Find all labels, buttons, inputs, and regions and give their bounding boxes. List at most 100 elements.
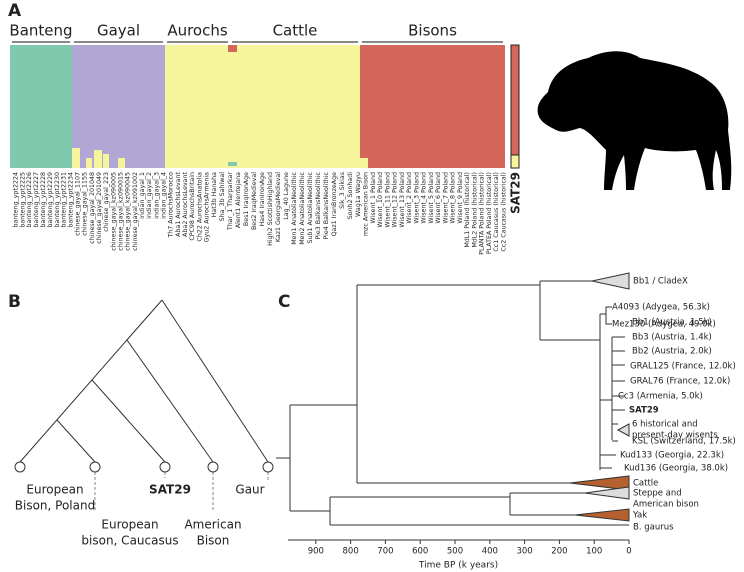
leaf-label: Bison, Poland <box>15 499 95 513</box>
leaf-label: GRAL125 (France, 12.0k) <box>630 362 736 372</box>
sample-label: Cc1 Caucasus (historical) <box>493 172 500 252</box>
sample-label: Aba2 AurochsLevant <box>182 171 189 236</box>
bison-silhouette <box>537 51 732 190</box>
panel-label: A <box>8 1 22 21</box>
sample-label: Wisent_11 Poland <box>384 172 391 228</box>
sample-label: Men2 AnatoliaNeolithic <box>299 171 306 244</box>
sample-label: Hat3b Hanaha <box>211 172 218 218</box>
x-tick-label: 800 <box>343 547 359 557</box>
leaf-label: Cc3 (Armenia, 5.0k) <box>618 392 703 402</box>
sample-label: chinese_gayal_kz090005 <box>110 172 117 251</box>
group-label: Cattle <box>273 22 318 40</box>
sample-label: indian_gayal_1 <box>139 172 146 219</box>
time-tree <box>276 272 630 526</box>
leaf-label: SAT29 <box>629 406 659 416</box>
leaf-label: 6 historical and <box>632 420 698 430</box>
sample-label: Sub1 AnatoliaNeolithic <box>307 171 314 243</box>
sample-label: banteng_ypt2225 <box>19 172 26 228</box>
sample-label: Wisent_13 Poland <box>399 172 406 228</box>
sample-label: indian_gayal_3 <box>153 172 160 219</box>
sample-label: Wisent_7 Poland <box>442 172 449 224</box>
leaf-label: European <box>101 518 158 532</box>
x-tick-label: 400 <box>482 547 498 557</box>
sample-label: chinese_gayal_201048 <box>89 172 96 244</box>
x-tick-label: 700 <box>377 547 393 557</box>
sample-label: banteng_ypt2228 <box>40 172 47 228</box>
x-tick-label: 900 <box>308 547 324 557</box>
sample-label: Wisent_9 Poland <box>457 172 464 224</box>
x-tick-label: 300 <box>516 547 532 557</box>
leaf-label: Bb3 (Austria, 1.4k) <box>632 333 712 343</box>
sample-label: chinese_gayal_1107 <box>75 172 82 236</box>
sample-label: Thar_1 Tharparkar <box>227 172 234 232</box>
sample-label: banteng_ypt2227 <box>33 172 40 228</box>
x-axis-title: Time BP (k years) <box>418 561 498 571</box>
panel-label: B <box>8 292 21 312</box>
sample-label: Wag1a Wagyu <box>355 172 362 217</box>
sample-label: Kaz1 GeorgiaMedieval <box>275 172 282 242</box>
sample-label: CPC98 AurochsBritain <box>189 172 196 241</box>
sample-label: Gyu2 AurochsArmenia <box>203 172 210 242</box>
leaf-label: Steppe and <box>633 489 682 499</box>
admixture-bars <box>10 44 520 169</box>
sample-label: chinese_gayal_201049 <box>96 172 103 244</box>
sample-label: banteng_ypt2229 <box>47 172 54 228</box>
sample-label: banteng_ypt2226 <box>26 172 33 228</box>
sample-label: Sha_3b Sahiwal <box>219 172 226 222</box>
x-tick-label: 600 <box>412 547 428 557</box>
sample-label: Wisent_5 Poland <box>428 172 435 224</box>
leaf-label: bison, Caucasus <box>81 534 178 548</box>
group-label: Aurochs <box>167 22 228 40</box>
sample-label: banteng_ypt2230 <box>54 172 61 228</box>
sample-label: chinese_gayal_kz090015 <box>118 172 125 251</box>
sample-label: chinese_gayal_kz091002 <box>132 172 139 251</box>
x-tick-label: 200 <box>551 547 567 557</box>
sample-label: Wisent_4 Poland <box>421 172 428 224</box>
sample-label: chinese_gayal_kz090045 <box>125 172 132 251</box>
leaf-label: European <box>26 483 83 497</box>
sample-label: indian_gayal_2 <box>146 172 153 219</box>
sample-label: Sik_3 Sikias <box>339 172 346 209</box>
cladogram <box>14 299 274 510</box>
leaf-label: Yak <box>632 511 647 521</box>
sample-label: Pie4 BalkansNeolithic <box>323 171 330 239</box>
sample-label: Wisent_2 Poland <box>406 172 413 224</box>
leaf-label: Mez130 (Adygea, 49.0k) <box>612 320 716 330</box>
leaf-label: American <box>184 518 241 532</box>
sat29-label: SAT29 <box>509 172 523 214</box>
sample-label: PLANTA Poland (historical) <box>479 172 486 255</box>
sample-label: MdL1 Poland (historical) <box>464 172 471 248</box>
x-tick-label: 500 <box>447 547 463 557</box>
sample-label: Wisent_3 Poland <box>413 172 420 224</box>
sample-label: PLATEA Poland (historical) <box>486 172 493 254</box>
sample-label: Wisent_10 Poland <box>377 172 384 228</box>
sample-label: Ch22 AurochsAnatolia <box>196 172 203 242</box>
leaf-label: B. gaurus <box>633 523 674 533</box>
leaf-label: present-day wisents <box>632 431 718 441</box>
sample-label: Sonh2 Sonhadi <box>347 172 354 220</box>
sample-label: Wisent_1 Poland <box>370 172 377 224</box>
leaf-label: SAT29 <box>149 483 191 497</box>
sample-label: Qaz1 IranBronzeAge <box>331 172 338 237</box>
group-label: Bisons <box>408 22 457 40</box>
sample-label: Men1 AnatoliaNeolithic <box>291 171 298 244</box>
x-tick-label: 100 <box>586 547 602 557</box>
leaf-label: American bison <box>633 500 699 510</box>
sample-label: banteng_ypt2231 <box>61 172 68 228</box>
leaf-label: A4093 (Adygea, 56.3k) <box>612 303 710 313</box>
leaf-label: Bb1 (Austria, 1.5k) <box>632 318 712 328</box>
sample-label: mzc American Bison <box>363 172 370 236</box>
sample-label: Wisent_6 Poland <box>435 172 442 224</box>
group-label: Gayal <box>97 22 140 40</box>
sample-label: Bes2 IraqMedieval <box>251 172 258 230</box>
leaf-label: Kud136 (Georgia, 38.0k) <box>624 464 728 474</box>
sample-label: Th7 AurochsMorocco <box>168 172 175 239</box>
sample-label: banteng_ypt2224 <box>12 172 19 228</box>
sample-label: banteng_ypt2234 <box>68 172 75 228</box>
x-tick-label: 0 <box>626 547 631 557</box>
sample-label: High2 ScottishHighland <box>267 172 274 246</box>
panel-label: C <box>278 292 290 312</box>
sample-label: Bes1 IraqIronAge <box>243 172 250 226</box>
sample-label: Has4 IranIronAge <box>259 172 266 227</box>
